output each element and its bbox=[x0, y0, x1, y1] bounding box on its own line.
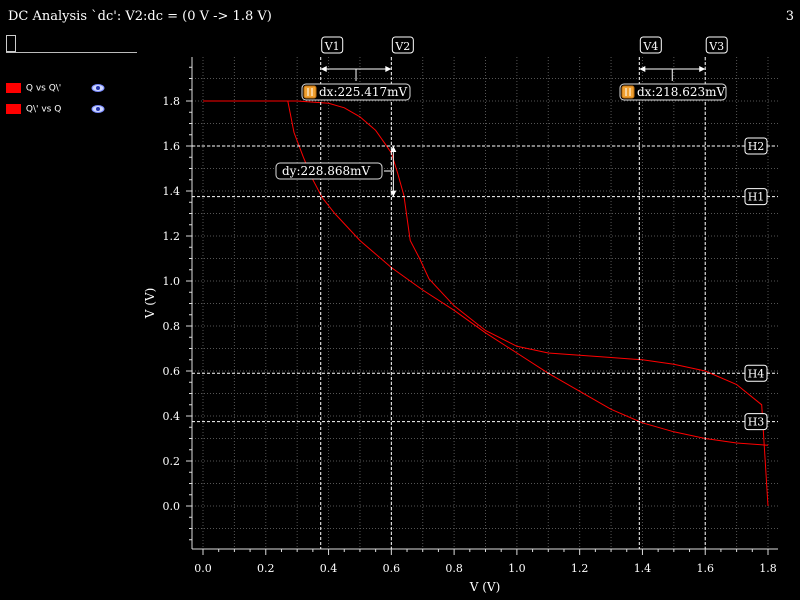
page-number: 3 bbox=[785, 9, 794, 24]
horizontal-marker-label: H2 bbox=[748, 140, 765, 153]
legend-item-qbar-vs-q[interactable]: Q\' vs Q bbox=[6, 104, 105, 115]
legend-swatch bbox=[6, 83, 21, 93]
bookmark-icon-body bbox=[621, 85, 635, 99]
legend-label: Q vs Q\' bbox=[25, 83, 62, 94]
vertical-marker-label: V1 bbox=[324, 40, 340, 53]
series-line-2 bbox=[287, 100, 769, 446]
dy-arrow-head bbox=[390, 146, 397, 152]
y-tick-label: 1.6 bbox=[163, 140, 181, 153]
x-tick-label: 1.0 bbox=[508, 562, 526, 575]
vertical-marker-tag bbox=[639, 36, 662, 54]
vertical-marker-label: V4 bbox=[642, 40, 658, 53]
horizontal-marker-label: H1 bbox=[748, 191, 765, 204]
bookmark-icon-body bbox=[303, 85, 317, 99]
range-handle[interactable] bbox=[6, 35, 16, 52]
dx-arrow-head bbox=[320, 66, 327, 72]
y-tick-label: 1.4 bbox=[163, 185, 181, 198]
horizontal-marker-tag bbox=[744, 364, 768, 382]
delta-label-text: dx:218.623mV bbox=[637, 85, 725, 99]
vertical-marker-label: V2 bbox=[394, 40, 410, 53]
grid bbox=[192, 57, 778, 549]
y-tick-label: 1.0 bbox=[163, 275, 181, 288]
legend-swatch bbox=[6, 104, 21, 114]
vertical-marker-tag bbox=[705, 36, 728, 54]
y-tick-label: 0.0 bbox=[163, 500, 181, 513]
horizontal-marker-tag bbox=[744, 188, 768, 206]
dx-arrow-head bbox=[639, 66, 646, 72]
x-tick-label: 0.8 bbox=[445, 562, 463, 575]
horizontal-marker-tag bbox=[744, 137, 768, 155]
bookmark-icon bbox=[303, 85, 317, 99]
vertical-marker-label: V3 bbox=[708, 40, 724, 53]
delta-label-box bbox=[275, 162, 383, 180]
x-tick-label: 1.8 bbox=[759, 562, 777, 575]
y-tick-label: 1.8 bbox=[163, 95, 181, 108]
delta-label-box bbox=[301, 83, 411, 101]
axes: 0.0 0.2 0.4 0.6 0.8 1.0 1.2 1.4 1.6 1.8 0.0 0.2 0.4 0… bbox=[163, 57, 778, 575]
window-title: DC Analysis `dc': V2:dc = (0 V -> 1.8 V) bbox=[8, 9, 272, 24]
x-tick-label: 1.4 bbox=[634, 562, 652, 575]
series-layer bbox=[203, 100, 769, 507]
bookmark-icon bbox=[621, 85, 635, 99]
delta-label: dx:225.417mV bbox=[301, 83, 411, 101]
x-axis-label: V (V) bbox=[469, 580, 501, 594]
eye-icon[interactable] bbox=[91, 83, 105, 93]
y-tick-label: 0.2 bbox=[163, 455, 181, 468]
range-slider-track[interactable] bbox=[6, 52, 137, 53]
x-tick-label: 0.4 bbox=[320, 562, 338, 575]
x-tick-label: 1.2 bbox=[571, 562, 589, 575]
horizontal-marker-tag bbox=[744, 413, 768, 431]
legend-item-q-vs-qbar[interactable]: Q vs Q\' bbox=[6, 83, 105, 94]
delta-label-box bbox=[619, 83, 727, 101]
y-tick-label: 1.2 bbox=[163, 230, 181, 243]
y-tick-label: 0.6 bbox=[163, 365, 181, 378]
dx-arrow-head bbox=[385, 66, 392, 72]
x-tick-label: 0.2 bbox=[257, 562, 275, 575]
y-tick-label: 0.8 bbox=[163, 320, 181, 333]
markers-layer: V1 V2 V4 V3 H2 H1 H4 H3 dx:225.417mV dx:218.623mV… bbox=[192, 36, 778, 549]
legend-label: Q\' vs Q bbox=[25, 104, 62, 115]
x-tick-label: 0.6 bbox=[383, 562, 401, 575]
y-tick-label: 0.4 bbox=[163, 410, 181, 423]
horizontal-marker-label: H4 bbox=[748, 367, 765, 380]
dy-arrow-head bbox=[390, 190, 397, 197]
series-line-1 bbox=[203, 100, 769, 507]
delta-label: dx:218.623mV bbox=[619, 83, 727, 101]
delta-label: dy:228.868mV bbox=[275, 162, 383, 180]
vertical-marker-tag bbox=[321, 36, 344, 54]
horizontal-marker-label: H3 bbox=[748, 416, 765, 429]
x-tick-label: 0.0 bbox=[194, 562, 212, 575]
dx-arrow-head bbox=[699, 66, 706, 72]
x-tick-label: 1.6 bbox=[696, 562, 714, 575]
vertical-marker-tag bbox=[391, 36, 414, 54]
y-axis-label: V (V) bbox=[143, 288, 157, 320]
eye-icon[interactable] bbox=[91, 104, 105, 114]
delta-label-text: dx:225.417mV bbox=[319, 85, 407, 99]
delta-label-text: dy:228.868mV bbox=[282, 164, 371, 178]
